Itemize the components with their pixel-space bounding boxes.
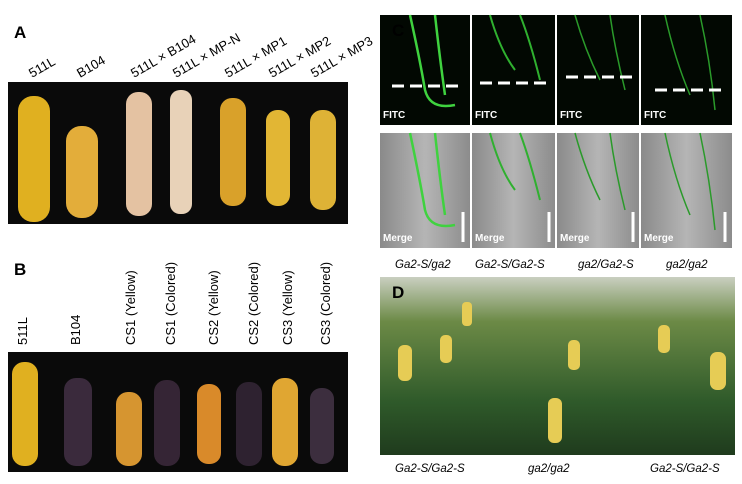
panel-letter: C (392, 21, 404, 40)
image-label: FITC (475, 110, 497, 121)
image-label: FITC (644, 110, 666, 121)
sample-label: B104 (68, 315, 83, 345)
sample-label: CS1 (Colored) (163, 262, 178, 345)
genotype-label: Ga2-S/ga2 (395, 259, 451, 271)
fluorescence-images (380, 14, 732, 125)
image-label: Merge (383, 233, 413, 244)
image-label: FITC (560, 110, 582, 121)
sample-label: 511L (26, 54, 58, 81)
merge-images (380, 132, 732, 248)
genotype-label: ga2/ga2 (528, 463, 570, 475)
sample-label: CS2 (Colored) (246, 262, 261, 345)
sample-label: CS3 (Colored) (318, 262, 333, 345)
genotype-label: Ga2-S/Ga2-S (650, 463, 720, 475)
sample-label: B104 (74, 52, 108, 80)
panel-letter: A (14, 23, 26, 42)
image-label: Merge (644, 233, 674, 244)
genotype-label: ga2/Ga2-S (578, 259, 634, 271)
panel-letter: B (14, 260, 26, 279)
ears-a (18, 90, 336, 222)
sample-label: CS2 (Yellow) (206, 270, 221, 345)
genotype-label: Ga2-S/Ga2-S (475, 259, 545, 271)
genotype-label: Ga2-S/Ga2-S (395, 463, 465, 475)
sample-label: CS3 (Yellow) (280, 270, 295, 345)
image-label: FITC (383, 110, 405, 121)
genotype-label: ga2/ga2 (666, 259, 708, 271)
ears-b (12, 362, 334, 466)
panel-letter: D (392, 283, 404, 302)
image-label: Merge (560, 233, 590, 244)
sample-label: 511L (15, 317, 30, 345)
field-ears (398, 302, 726, 443)
image-label: Merge (475, 233, 505, 244)
sample-label: CS1 (Yellow) (123, 270, 138, 345)
